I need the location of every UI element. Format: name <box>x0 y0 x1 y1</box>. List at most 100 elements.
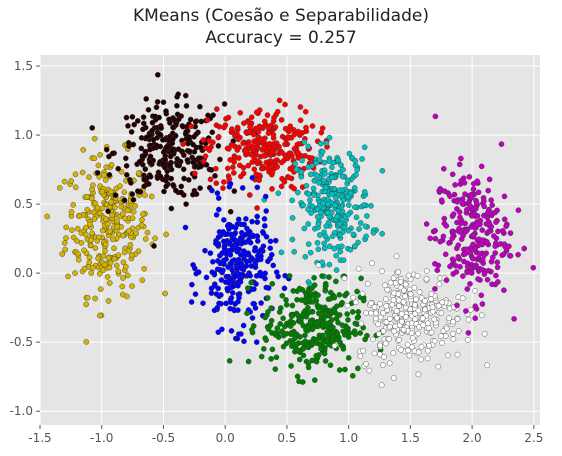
data-point <box>305 364 312 371</box>
data-point <box>419 315 426 322</box>
data-point <box>457 263 463 270</box>
data-point <box>372 315 379 322</box>
data-point <box>488 197 495 203</box>
data-point <box>142 236 149 242</box>
data-point <box>434 267 441 274</box>
data-point <box>333 252 340 259</box>
data-point <box>101 172 107 178</box>
data-point <box>123 263 129 270</box>
data-point <box>289 197 296 204</box>
data-point <box>163 108 169 114</box>
data-point <box>498 141 505 147</box>
data-point <box>213 106 220 112</box>
data-point <box>212 173 218 179</box>
data-point <box>213 291 220 297</box>
data-point <box>117 183 123 189</box>
data-point <box>244 310 250 317</box>
data-point <box>472 287 478 294</box>
cluster-4 <box>261 134 386 294</box>
data-point <box>470 186 477 192</box>
data-point <box>100 252 107 259</box>
data-point <box>267 245 274 251</box>
data-point <box>284 134 291 140</box>
data-point <box>296 285 303 292</box>
data-point <box>352 204 358 210</box>
data-point <box>166 161 173 168</box>
data-point <box>387 323 393 330</box>
data-point <box>340 166 346 173</box>
data-point <box>221 217 227 223</box>
data-point <box>228 142 235 148</box>
data-point <box>292 160 299 167</box>
data-point <box>478 312 485 319</box>
data-point <box>341 224 348 231</box>
data-point <box>450 336 457 342</box>
data-point <box>345 227 352 234</box>
data-point <box>289 215 296 221</box>
data-point <box>107 228 113 235</box>
data-point <box>124 172 130 178</box>
data-point <box>305 304 311 311</box>
data-point <box>415 371 422 378</box>
data-point <box>119 283 126 290</box>
data-point <box>371 304 378 311</box>
data-point <box>279 292 286 299</box>
data-point <box>235 216 242 223</box>
data-point <box>439 340 445 346</box>
data-point <box>265 125 272 131</box>
data-point <box>252 264 259 271</box>
data-point <box>445 352 451 359</box>
data-point <box>323 140 330 146</box>
data-point <box>213 212 220 218</box>
data-point <box>260 346 267 352</box>
data-point <box>245 358 252 365</box>
data-point <box>240 239 246 246</box>
data-point <box>121 249 128 256</box>
data-point <box>202 153 209 159</box>
data-point <box>479 227 486 233</box>
data-point <box>492 250 499 256</box>
data-point <box>362 223 369 230</box>
data-point <box>315 262 322 269</box>
data-point <box>493 219 499 225</box>
data-point <box>311 177 318 184</box>
data-point <box>327 289 334 296</box>
data-point <box>350 294 357 301</box>
data-point <box>83 231 89 238</box>
data-point <box>470 241 476 248</box>
y-tick-label: 1.0 <box>14 128 33 142</box>
data-point <box>501 193 508 200</box>
data-point <box>353 214 360 221</box>
data-point <box>215 206 222 213</box>
data-point <box>361 144 368 150</box>
data-point <box>290 288 297 294</box>
data-point <box>495 279 501 285</box>
data-point <box>346 150 353 157</box>
data-point <box>146 159 153 165</box>
data-point <box>336 232 343 238</box>
data-point <box>131 121 137 128</box>
data-point <box>90 264 96 271</box>
data-point <box>386 360 393 367</box>
data-point <box>354 288 360 295</box>
data-point <box>432 113 439 120</box>
data-point <box>443 223 450 229</box>
data-point <box>84 206 91 213</box>
data-point <box>269 330 275 336</box>
data-point <box>226 276 233 283</box>
data-point <box>120 275 126 281</box>
data-point <box>68 209 75 215</box>
data-point <box>392 280 399 286</box>
data-point <box>521 245 528 252</box>
data-point <box>301 139 308 145</box>
data-point <box>95 162 102 169</box>
data-point <box>149 127 155 134</box>
data-point <box>272 366 279 372</box>
data-point <box>404 341 411 348</box>
data-point <box>363 361 369 367</box>
data-point <box>494 259 501 266</box>
data-point <box>364 213 370 219</box>
data-point <box>371 350 378 357</box>
data-point <box>130 141 137 148</box>
data-point <box>264 165 271 171</box>
